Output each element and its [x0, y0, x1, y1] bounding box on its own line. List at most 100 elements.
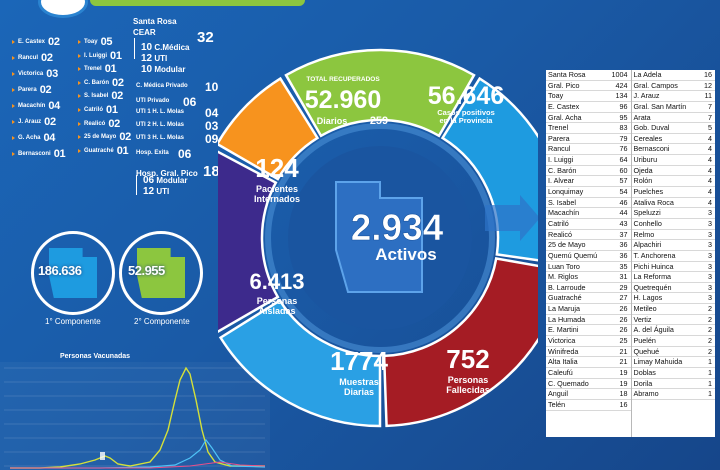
table-cell-count: 4 [708, 176, 712, 186]
table-row: Anguil 18 [546, 389, 631, 400]
aisladas-segment [218, 150, 280, 333]
table-row: Guatraché 27 [546, 293, 631, 305]
case-location-name: I. Luiggi [84, 52, 107, 59]
case-location-name: Trenel [84, 66, 102, 73]
chart-bg [0, 362, 270, 470]
inner-ring [265, 123, 495, 353]
table-row: I. Luiggi 64 [546, 155, 631, 166]
table-cell-location: Arata [633, 112, 651, 122]
bullet-icon [78, 121, 81, 126]
case-location-value: 01 [110, 49, 122, 62]
table-cell-count: 44 [619, 208, 628, 218]
province-map-icon [335, 181, 423, 293]
component-2-circle [119, 231, 203, 315]
table-row: Gral. Campos 12 [631, 80, 715, 92]
table-cell-count: 3 [708, 261, 712, 271]
case-location-name: 25 de Mayo [84, 134, 117, 141]
santa-rosa-title: Santa Rosa [133, 17, 177, 26]
case-location-name: Realicó [84, 120, 106, 127]
table-row: Telén 16 [546, 400, 631, 411]
table-cell-location: Santa Rosa [548, 70, 586, 79]
table-cell-count: 16 [704, 70, 712, 79]
table-cell-location: Bernasconi [633, 144, 670, 154]
internados-label2: Internados [254, 194, 300, 204]
table-cell-count: 64 [619, 155, 628, 165]
case-location: Realicó 02 [78, 118, 120, 130]
bullet-icon [78, 148, 81, 153]
table-cell-location: Rancul [548, 144, 571, 154]
table-row: Quehué 2 [631, 346, 715, 358]
table-cell-location: Rolón [633, 176, 653, 186]
fallecidas-segment [382, 257, 538, 428]
hospital-value: 06 [183, 95, 197, 109]
vaccination-chart [0, 362, 270, 470]
table-cell-count: 35 [619, 261, 628, 271]
table-cell-count: 3 [708, 293, 712, 303]
table-cell-location: Macachín [548, 208, 580, 218]
table-row: Rolón 4 [631, 176, 715, 188]
pico-item-value: 12 [143, 186, 155, 197]
hospital-value: 04 [205, 106, 219, 120]
table-cell-location: Parera [548, 133, 570, 143]
table-cell-count: 12 [704, 80, 712, 90]
table-row: Rancul 76 [546, 144, 631, 156]
case-location-name: C. Barón [84, 79, 110, 86]
table-cell-location: Gral. Acha [548, 112, 582, 122]
table-row: H. Lagos 3 [631, 293, 715, 305]
table-row: Quetrequén 3 [631, 282, 715, 294]
table-row: J. Arauz 11 [631, 91, 715, 102]
table-cell-location: Telén [548, 399, 566, 409]
table-cell-location: Vertiz [633, 314, 652, 324]
positivos-label2: en la Provincia [440, 116, 494, 125]
table-cell-location: Relmo [633, 229, 655, 239]
table-cell-location: Pichi Huinca [633, 261, 674, 271]
table-row: Victorica 25 [546, 336, 631, 347]
pico-item-label: Modular [156, 176, 188, 185]
case-location-value: 02 [112, 76, 124, 89]
pico-item-label: UTI [156, 187, 170, 196]
table-cell-count: 3 [708, 229, 712, 239]
table-cell-location: La Maruja [548, 304, 580, 314]
table-cell-location: A. del Águila [633, 325, 674, 335]
aisladas-value: 6.413 [249, 269, 304, 294]
table-cell-count: 7 [708, 112, 712, 122]
table-cell-location: I. Alvear [548, 176, 574, 186]
table-cell-location: I. Luiggi [548, 155, 574, 165]
table-cell-location: Lonquimay [548, 187, 584, 197]
table-row: E. Castex 96 [546, 102, 631, 113]
case-location: Toay 05 [78, 36, 112, 48]
case-location-value: 02 [119, 131, 131, 144]
table-row: Trenel 83 [546, 123, 631, 134]
table-cell-count: 54 [619, 187, 628, 197]
cear-item-label: C.Médica [154, 43, 190, 52]
pico-label: Hosp. Gral. Pico [136, 169, 198, 178]
table-cell-count: 424 [615, 80, 628, 90]
recuperados-title: TOTAL RECUPERADOS [306, 76, 380, 83]
table-cell-count: 96 [619, 101, 628, 111]
hospital-label: UTI 3 H. L. Molas [136, 135, 185, 141]
table-cell-location: Puelén [633, 336, 656, 346]
series-line-3 [10, 461, 266, 469]
fallecidas-label2: Fallecidas [446, 385, 490, 395]
case-location: Trenel 01 [78, 63, 117, 75]
table-cell-count: 57 [619, 176, 628, 186]
table-cell-location: Quetrequén [633, 282, 672, 292]
bullet-icon [78, 40, 81, 44]
table-cell-count: 4 [708, 165, 712, 175]
cear-item-value: 10 [141, 64, 153, 75]
table-cell-count: 2 [708, 346, 712, 356]
table-cell-location: Dorila [633, 378, 653, 388]
table-column-right: La Adela 16 Gral. Campos 12 J. Arauz 11 Gral. … [631, 70, 715, 437]
aisladas-label: Personas [257, 296, 298, 306]
table-cell-location: Speluzzi [633, 208, 661, 218]
table-cell-location: 25 de Mayo [548, 240, 586, 250]
table-row: Gral. San Martín 7 [631, 102, 715, 113]
table-row: Parera 79 [546, 134, 631, 145]
table-cell-location: M. Riglos [548, 272, 578, 282]
muestras-value: 1774 [330, 346, 388, 376]
table-row: C. Barón 60 [546, 166, 631, 177]
cases-table: Santa Rosa 1004 Gral. Pico 424 Toay 134 E. Cas… [546, 70, 715, 437]
table-cell-location: Trenel [548, 123, 569, 133]
table-cell-count: 18 [619, 389, 628, 399]
hospital-label: Hosp. Exita [136, 150, 169, 156]
